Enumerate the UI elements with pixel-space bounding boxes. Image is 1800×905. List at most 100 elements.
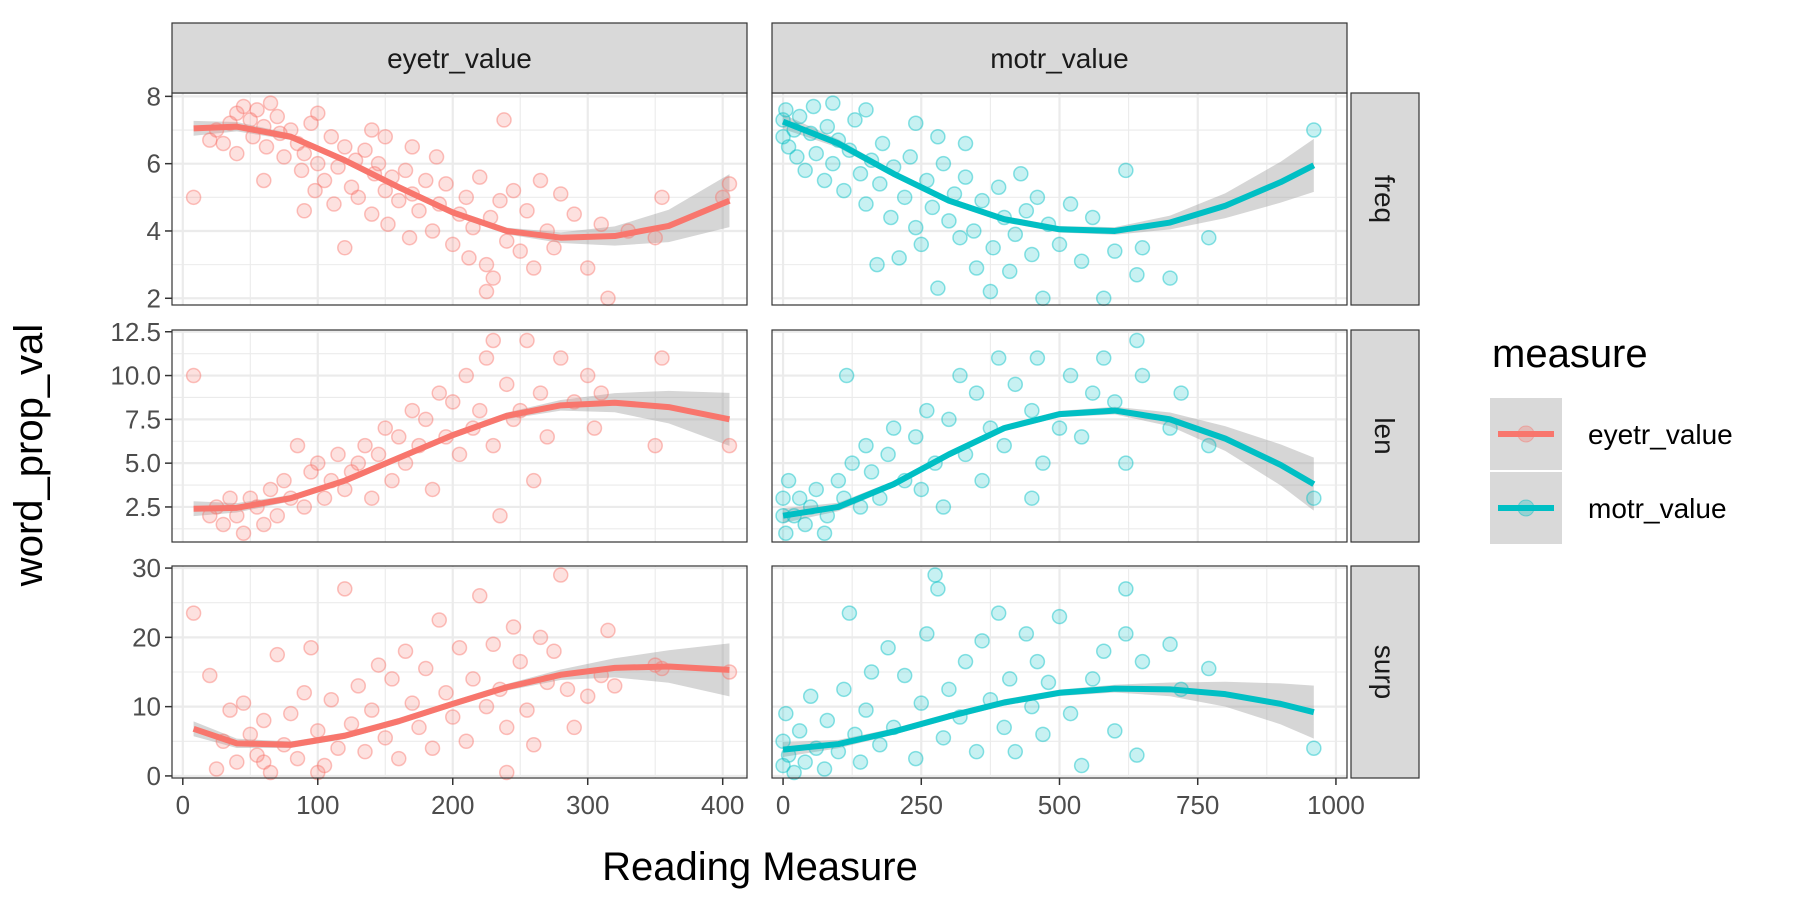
y-tick-label: 12.5 xyxy=(110,317,161,347)
data-point xyxy=(1306,740,1322,756)
data-point xyxy=(262,481,279,498)
data-point xyxy=(256,754,272,770)
panel-len-motr_value xyxy=(772,330,1347,542)
data-point xyxy=(492,507,508,524)
data-point xyxy=(478,283,495,300)
data-point xyxy=(370,446,387,463)
data-point xyxy=(775,128,791,145)
data-point xyxy=(1129,266,1145,283)
legend-title: measure xyxy=(1492,332,1648,376)
data-point xyxy=(364,122,380,138)
data-point xyxy=(364,702,380,718)
data-point xyxy=(404,139,421,155)
data-point xyxy=(778,102,794,118)
data-point xyxy=(458,367,474,384)
data-point xyxy=(863,664,880,680)
x-tick-label: 750 xyxy=(1176,790,1219,820)
data-point xyxy=(990,350,1007,366)
data-point xyxy=(1306,122,1322,138)
data-point xyxy=(316,490,333,506)
data-point xyxy=(913,236,930,253)
data-point xyxy=(721,437,738,454)
data-point xyxy=(496,112,512,128)
data-point xyxy=(478,698,495,715)
data-point xyxy=(431,385,448,401)
data-point xyxy=(519,203,535,219)
data-point xyxy=(438,685,454,701)
row-strip-label-1: len xyxy=(1369,417,1400,454)
series-motr_value-len xyxy=(775,332,1322,541)
data-point xyxy=(1007,743,1024,760)
data-point xyxy=(229,145,245,162)
data-point xyxy=(492,192,508,209)
data-point xyxy=(418,660,434,677)
data-point xyxy=(485,332,501,349)
data-point xyxy=(990,179,1007,195)
data-point xyxy=(411,719,427,736)
data-point xyxy=(880,640,896,656)
data-point xyxy=(505,182,522,199)
data-point xyxy=(418,411,434,428)
legend-key-eyetr: eyetr_value xyxy=(1490,398,1733,470)
data-point xyxy=(249,102,265,118)
confidence-band xyxy=(783,406,1314,524)
x-tick-label: 0 xyxy=(776,790,790,820)
column-strip-label-0: eyetr_value xyxy=(387,43,532,74)
data-point xyxy=(1051,236,1068,253)
data-point xyxy=(1035,290,1051,307)
data-point xyxy=(566,206,582,222)
panel-border xyxy=(771,329,1348,543)
data-point xyxy=(1051,608,1068,625)
data-point xyxy=(1018,203,1035,219)
data-point xyxy=(330,740,346,756)
data-point xyxy=(1107,723,1123,739)
data-point xyxy=(424,223,441,239)
row-strip-0 xyxy=(1350,92,1420,306)
x-tick-label: 300 xyxy=(566,790,609,820)
data-point xyxy=(391,429,407,445)
data-point xyxy=(293,162,310,179)
y-tick-label: 0 xyxy=(147,761,161,791)
data-point xyxy=(593,385,609,401)
data-point xyxy=(235,98,252,115)
data-point xyxy=(505,619,522,635)
data-point xyxy=(229,105,245,121)
data-point xyxy=(519,332,535,349)
data-point xyxy=(269,507,286,524)
data-point xyxy=(825,155,841,172)
data-point xyxy=(451,446,468,463)
data-point xyxy=(957,135,974,152)
data-point xyxy=(283,705,299,722)
data-point xyxy=(1035,726,1051,743)
data-point xyxy=(586,420,603,436)
data-point xyxy=(797,162,813,179)
data-point xyxy=(539,429,555,445)
data-point xyxy=(303,115,319,132)
data-point xyxy=(1134,653,1151,670)
data-point xyxy=(808,145,824,162)
data-point xyxy=(256,172,272,189)
legend-label-eyetr: eyetr_value xyxy=(1588,419,1733,450)
data-point xyxy=(445,394,461,410)
data-point xyxy=(1024,698,1040,715)
data-point xyxy=(235,695,252,711)
data-point xyxy=(316,757,333,774)
data-point xyxy=(1084,671,1101,687)
y-tick-label: 7.5 xyxy=(125,404,161,434)
data-point xyxy=(478,350,495,366)
data-point xyxy=(303,464,319,480)
data-point xyxy=(222,702,238,718)
data-point xyxy=(185,605,202,621)
data-point xyxy=(262,95,279,111)
data-point xyxy=(337,240,353,256)
data-point xyxy=(498,764,515,781)
legend-key-motr: motr_value xyxy=(1490,472,1727,544)
y-tick-label: 20 xyxy=(132,622,161,652)
series-eyetr_value-len xyxy=(185,332,738,541)
data-point xyxy=(1062,367,1079,384)
data-point xyxy=(1107,243,1123,259)
y-tick-label: 10 xyxy=(132,692,161,722)
data-point xyxy=(924,199,941,216)
data-point xyxy=(1024,490,1040,506)
